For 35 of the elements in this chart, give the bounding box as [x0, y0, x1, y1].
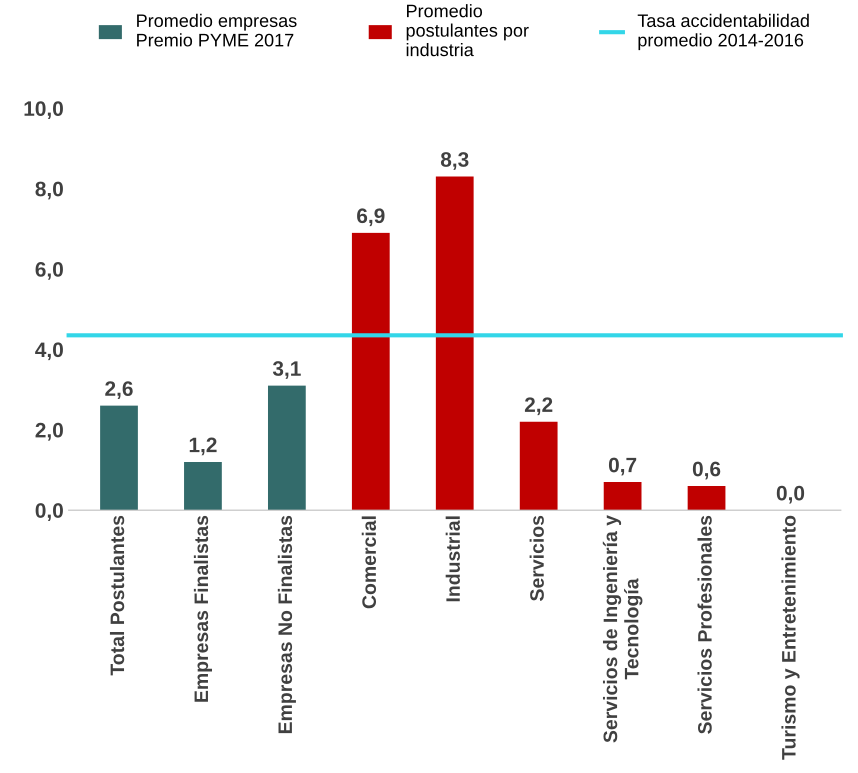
- x-tick-label: Comercial: [362, 516, 376, 608]
- bar: [520, 422, 558, 510]
- x-tick-label: Servicios de Ingeniería y Tecnología: [602, 515, 642, 742]
- y-tick-label: 0,0: [36, 503, 63, 521]
- bar: [268, 386, 306, 510]
- bar: [604, 482, 642, 510]
- y-tick-label: 10,0: [24, 101, 63, 119]
- data-label: 2,2: [524, 397, 552, 416]
- x-tick-label: Servicios Profesionales: [697, 516, 712, 734]
- data-label: 3,1: [272, 361, 301, 379]
- bar: [436, 176, 474, 510]
- data-label: 1,2: [190, 438, 217, 456]
- x-tick-label: Servicios: [530, 516, 544, 601]
- y-tick-label: 4,0: [35, 342, 63, 360]
- bar: [352, 232, 390, 510]
- x-tick-label: Empresas Finalistas: [194, 516, 212, 702]
- data-label: 0,7: [608, 458, 636, 476]
- data-label: 8,3: [440, 152, 468, 170]
- data-label: 2,6: [105, 381, 133, 400]
- x-tick-label: Industrial: [446, 516, 460, 602]
- x-tick-label: Turismo y Entretenimiento: [781, 516, 800, 760]
- legend-label: Promedio empresas Premio PYME 2017: [137, 14, 297, 47]
- data-label: 6,9: [357, 208, 385, 226]
- bar: [100, 406, 138, 510]
- legend-label: Tasa accidentabilidad promedio 2014-2016: [638, 14, 809, 50]
- y-tick-label: 6,0: [36, 262, 63, 280]
- data-label: 0,6: [692, 462, 720, 480]
- bar: [184, 462, 222, 510]
- data-label: 0,0: [776, 486, 804, 504]
- x-tick-label: Total Postulantes: [110, 516, 124, 676]
- x-tick-label: Empresas No Finalistas: [278, 516, 296, 734]
- bar: [688, 486, 726, 510]
- y-tick-label: 8,0: [35, 182, 63, 200]
- legend-label: Promedio postulantes por industria: [406, 4, 529, 56]
- y-tick-label: 2,0: [36, 422, 63, 441]
